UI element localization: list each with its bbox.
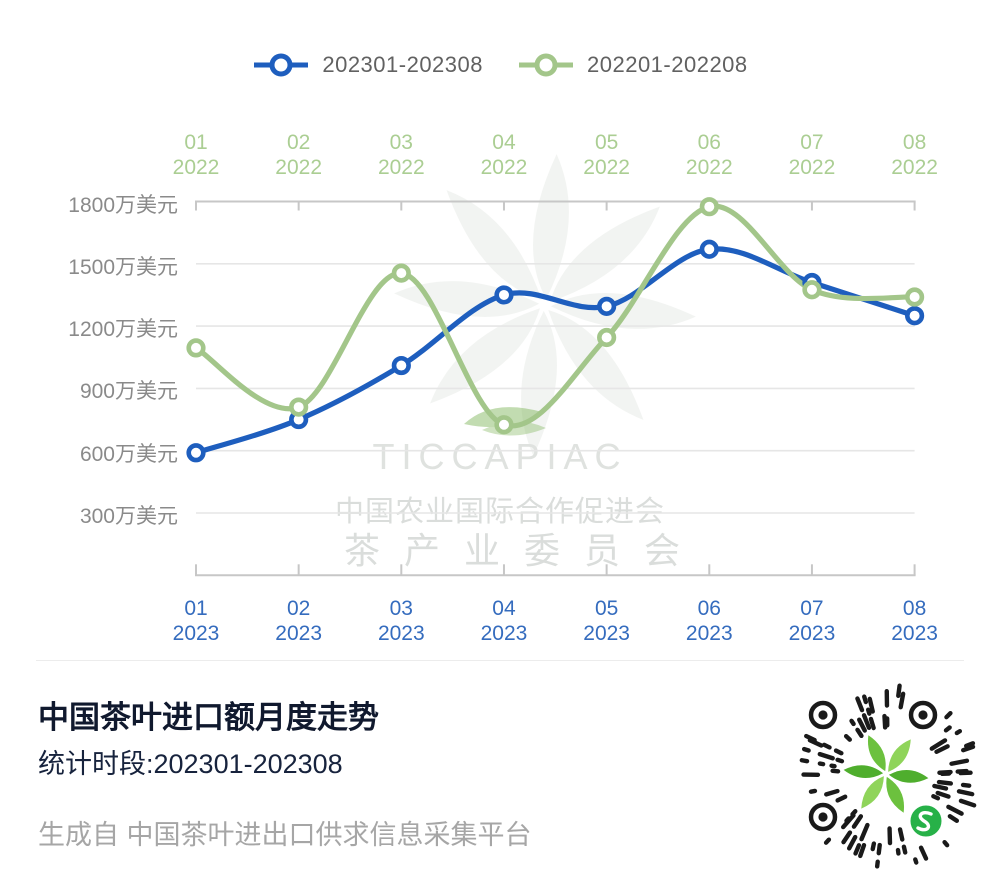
- top-axis-label: 03 2022: [377, 131, 425, 179]
- y-axis-label: 600万美元: [79, 442, 178, 466]
- y-axis-label: 1800万美元: [68, 193, 178, 217]
- watermark-committee-name: 茶产业委员会: [343, 530, 704, 571]
- legend-marker-2023-icon: [254, 53, 309, 77]
- chart-subtitle: 统计时段:202301-202308: [38, 749, 343, 779]
- legend-label-2023: 202301-202308: [322, 52, 483, 77]
- y-axis-label: 300万美元: [79, 505, 178, 528]
- bottom-axis-label: 04 2023: [480, 597, 528, 645]
- legend-item-2023: 202301-202308: [252, 52, 483, 78]
- watermark-org-acronym: TICCAPIAC: [372, 436, 628, 477]
- legend-marker-2022-icon: [519, 53, 573, 77]
- chart-legend: 202301-202308 202201-202208: [0, 52, 1000, 78]
- bottom-axis-label: 08 2023: [891, 597, 938, 645]
- chart-title: 中国茶叶进口额月度走势: [38, 700, 379, 735]
- section-divider: [36, 660, 964, 661]
- legend-item-2022: 202201-202208: [517, 52, 748, 78]
- y-axis-label: 900万美元: [79, 380, 178, 404]
- bottom-axis-label: 05 2023: [583, 597, 630, 645]
- y-axis-label: 1200万美元: [68, 318, 178, 342]
- top-axis-label: 05 2022: [583, 131, 630, 179]
- y-axis-label: 1500万美元: [68, 255, 178, 279]
- top-axis-label: 08 2022: [891, 131, 938, 179]
- top-axis-label: 01 2022: [172, 131, 220, 179]
- watermark-org-name: 中国农业国际合作促进会: [334, 496, 665, 528]
- top-axis-label: 07 2022: [788, 131, 836, 179]
- legend-label-2022: 202201-202208: [587, 52, 748, 77]
- top-axis-label: 02 2022: [275, 131, 323, 179]
- top-axis-label: 06 2022: [685, 131, 733, 179]
- qr-code: [799, 683, 977, 869]
- bottom-axis-label: 01 2023: [172, 597, 220, 645]
- bottom-axis-label: 03 2023: [377, 597, 425, 645]
- bottom-axis-label: 07 2023: [788, 597, 836, 645]
- source-attribution: 生成自 中国茶叶进出口供求信息采集平台: [38, 820, 532, 850]
- bottom-axis-label: 02 2023: [275, 597, 323, 645]
- bottom-axis-label: 06 2023: [685, 597, 733, 645]
- top-axis-label: 04 2022: [480, 131, 528, 179]
